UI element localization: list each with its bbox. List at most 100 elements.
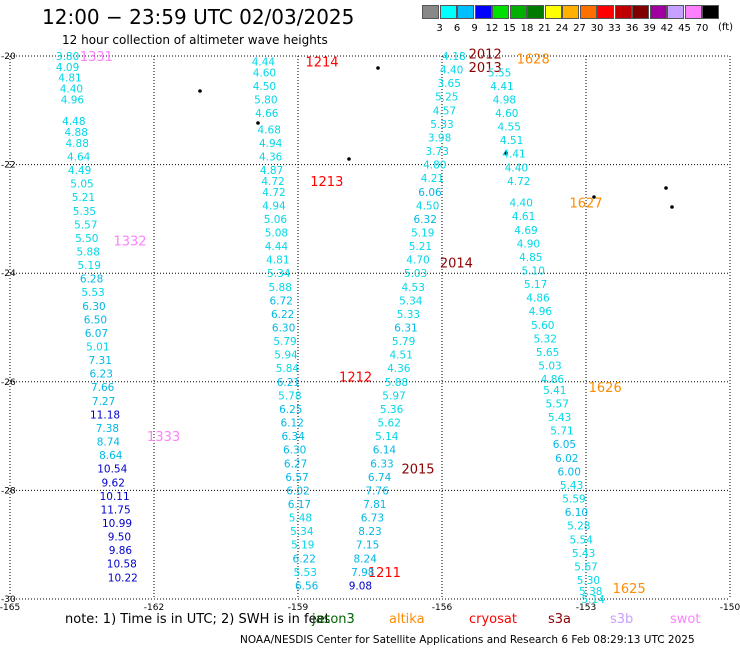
x-tick-label: -165 [0, 603, 20, 610]
wave-height-map: -20 -22 -24 -26 -28 -30-165 -162 -159 -156 -153 -1… [0, 47, 740, 610]
wave-height-label: 6.02 [286, 485, 309, 497]
wave-height-label: 5.36 [380, 404, 404, 416]
legend-label: 3 [436, 23, 443, 34]
wave-height-label: 4.87 [260, 165, 283, 177]
wave-height-label: 4.51 [390, 350, 413, 362]
wave-height-label: 8.64 [99, 450, 123, 462]
wave-height-label: 6.30 [283, 445, 306, 457]
wave-height-label: 4.85 [519, 252, 542, 264]
legend-label: 36 [625, 23, 639, 34]
wave-height-label: 6.22 [271, 309, 294, 321]
wave-height-label: 9.62 [102, 477, 125, 489]
wave-height-label: 5.78 [278, 390, 301, 402]
wave-height-label: 5.34 [267, 268, 291, 280]
wave-height-label: 5.33 [397, 309, 420, 321]
wave-height-label: 7.98 [351, 567, 374, 579]
wave-height-label: 4.36 [259, 151, 283, 163]
wave-height-label: 4.61 [512, 211, 535, 223]
wave-height-label: 5.33 [430, 119, 453, 131]
legend-swatch [632, 5, 649, 19]
wave-height-label: 4.86 [541, 374, 565, 386]
wave-height-label: 5.19 [291, 540, 314, 552]
satellite-tracks: 3.804.094.814.404.964.484.884.884.644.49… [56, 47, 646, 606]
island-marker [670, 205, 674, 209]
island-marker [592, 195, 596, 199]
legend-label: 18 [520, 23, 534, 34]
wave-height-label: 4.60 [253, 67, 276, 79]
wave-height-label: 6.34 [282, 431, 306, 443]
time-label: 1628 [517, 53, 550, 68]
wave-height-label: 5.88 [77, 246, 100, 258]
legend-swatch [597, 5, 614, 19]
wave-height-label: 6.23 [90, 369, 113, 381]
wave-height-label: 9.50 [108, 532, 131, 544]
track-s3a: 4.184.403.655.254.575.333.983.734.804.21… [349, 47, 502, 592]
wave-height-label: 5.79 [273, 336, 296, 348]
wave-height-label: 4.55 [498, 122, 521, 134]
wave-height-label: 4.88 [65, 127, 88, 139]
legend-swatch [492, 5, 509, 19]
time-label: 1625 [613, 582, 646, 597]
time-label: 2013 [469, 61, 502, 76]
satellite-label-cryosat: cryosat [469, 612, 517, 627]
wave-height-label: 7.27 [92, 396, 115, 408]
wave-height-label: 4.96 [61, 94, 85, 106]
wave-height-label: 4.50 [253, 81, 276, 93]
wave-height-label: 5.94 [274, 350, 298, 362]
wave-height-label: 5.71 [550, 426, 573, 438]
legend-swatch [684, 5, 702, 19]
x-tick-label: -156 [432, 603, 453, 610]
island-marker [664, 186, 668, 190]
wave-height-label: 7.31 [89, 355, 112, 367]
wave-height-label: 5.30 [577, 575, 600, 587]
wave-height-label: 5.19 [411, 227, 434, 239]
wave-height-label: 4.72 [261, 176, 284, 188]
y-tick-label: -30 [1, 595, 16, 605]
legend-swatch [422, 5, 439, 19]
wave-height-label: 4.53 [402, 282, 425, 294]
wave-height-label: 5.53 [294, 567, 317, 579]
wave-height-label: 3.65 [438, 78, 461, 90]
wave-height-label: 10.99 [102, 518, 132, 530]
time-label: 1212 [339, 370, 372, 385]
wave-height-label: 8.23 [358, 526, 381, 538]
wave-height-label: 5.10 [522, 265, 545, 277]
wave-height-label: 6.74 [368, 472, 392, 484]
time-label: 2015 [401, 463, 434, 478]
wave-height-label: 3.73 [426, 146, 449, 158]
wave-height-label: 8.24 [354, 553, 378, 565]
wave-height-label: 5.57 [74, 219, 97, 231]
wave-height-label: 5.14 [375, 431, 399, 443]
wave-height-label: 6.22 [293, 553, 316, 565]
satellite-legend: jason3 altika cryosat s3a s3b swot [0, 612, 740, 630]
wave-height-label: 4.98 [493, 94, 516, 106]
wave-height-label: 4.41 [490, 81, 513, 93]
wave-height-label: 5.84 [276, 363, 300, 375]
time-label: 1331 [80, 50, 113, 65]
time-label: 1627 [569, 197, 602, 212]
legend-swatch [527, 5, 544, 19]
wave-height-label: 6.30 [82, 301, 105, 313]
wave-height-label: 4.60 [495, 108, 518, 120]
wave-height-label: 4.44 [265, 241, 289, 253]
wave-height-label: 4.81 [58, 73, 81, 85]
wave-height-label: 4.64 [67, 151, 91, 163]
wave-height-label: 4.40 [510, 198, 533, 210]
wave-height-label: 10.22 [108, 572, 138, 584]
wave-height-label: 5.35 [73, 206, 96, 218]
wave-height-label: 5.03 [538, 361, 561, 373]
wave-height-label: 6.12 [281, 418, 304, 430]
legend-label: 24 [555, 23, 569, 34]
island-marker [198, 89, 202, 93]
wave-height-label: 5.43 [548, 412, 571, 424]
legend-label: 30 [590, 23, 604, 34]
wave-height-label: 4.40 [505, 162, 528, 174]
wave-height-label: 8.74 [97, 437, 121, 449]
wave-height-label: 4.48 [62, 116, 85, 128]
wave-height-label: 4.94 [262, 200, 286, 212]
wave-height-label: 9.86 [109, 545, 133, 557]
legend-label: 39 [643, 23, 656, 34]
wave-height-label: 5.50 [75, 233, 98, 245]
wave-height-label: 7.15 [356, 540, 379, 552]
wave-height-label: 5.08 [265, 227, 288, 239]
